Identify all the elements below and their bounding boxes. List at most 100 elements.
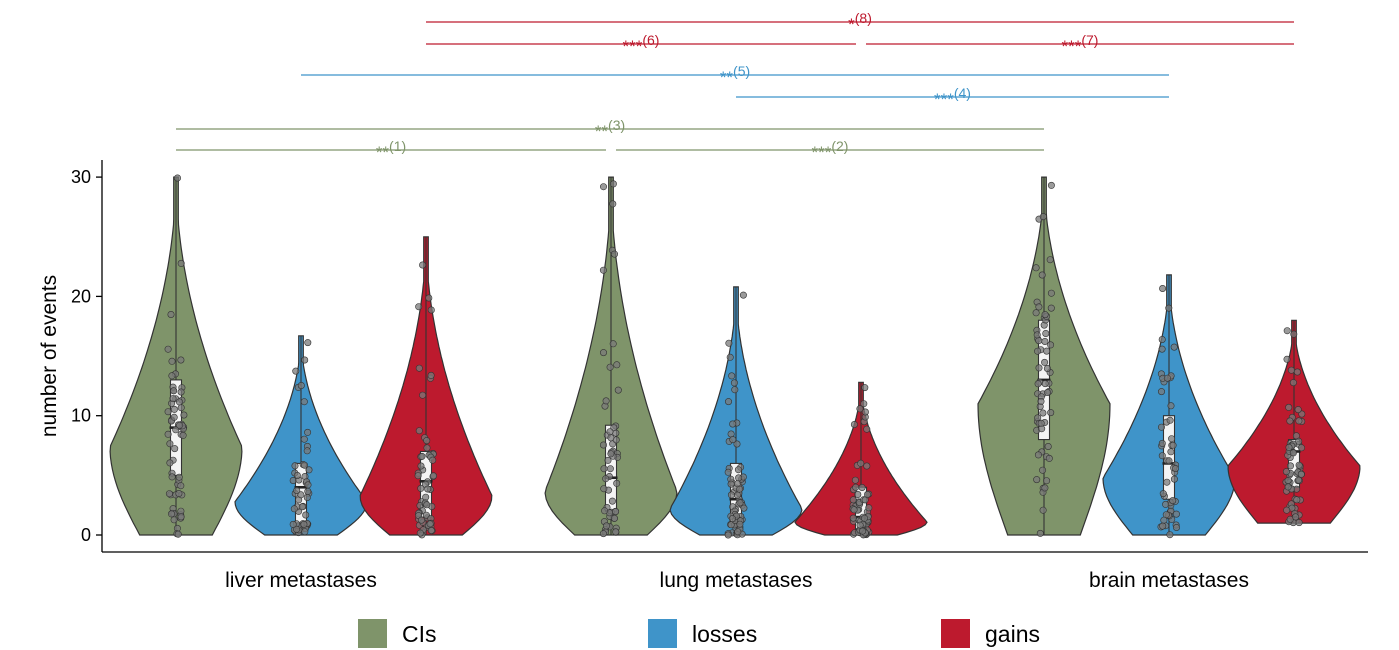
data-point-liver-metastases-losses [291,462,299,470]
data-point-lung-metastases-gains [859,527,867,535]
violin-group-liver-metastases-cis [109,174,243,538]
data-point-liver-metastases-cis [168,372,176,380]
violin-group-liver-metastases-losses [234,335,368,537]
data-point-brain-metastases-losses [1167,448,1175,456]
data-point-brain-metastases-losses [1160,516,1168,524]
data-point-brain-metastases-gains [1293,368,1301,376]
data-point-lung-metastases-cis [600,485,608,493]
data-point-brain-metastases-losses [1165,457,1173,465]
data-point-lung-metastases-cis [610,514,618,522]
data-point-lung-metastases-cis [602,397,610,405]
data-point-lung-metastases-cis [606,465,614,473]
data-point-brain-metastases-gains [1293,496,1301,504]
data-point-liver-metastases-losses [297,381,305,389]
data-point-brain-metastases-gains [1297,470,1305,478]
data-point-brain-metastases-cis [1038,271,1046,279]
data-point-liver-metastases-losses [304,481,312,489]
data-point-brain-metastases-cis [1041,311,1049,319]
data-point-brain-metastases-cis [1044,388,1052,396]
x-category-label-lung-metastases: lung metastases [660,569,813,592]
data-point-lung-metastases-gains [850,506,858,514]
data-point-lung-metastases-cis [601,507,609,515]
violin-group-lung-metastases-gains [794,381,928,539]
data-point-lung-metastases-gains [852,483,860,491]
legend: CIs losses gains [358,619,1040,648]
legend-label-losses: losses [692,621,757,647]
data-point-lung-metastases-losses [733,491,741,499]
data-point-lung-metastases-gains [857,459,865,467]
legend-item-cis: CIs [358,619,437,648]
data-point-liver-metastases-gains [415,303,423,311]
data-point-brain-metastases-cis [1035,337,1043,345]
significance-bracket-3: **(3) [176,117,1044,141]
data-point-liver-metastases-cis [177,404,185,412]
data-point-lung-metastases-losses [729,420,737,428]
data-point-lung-metastases-gains [849,496,857,504]
data-point-brain-metastases-gains [1286,417,1294,425]
legend-swatch-gains [941,619,970,648]
data-point-liver-metastases-cis [175,398,183,406]
data-point-brain-metastases-cis [1043,364,1051,372]
data-point-liver-metastases-gains [426,520,434,528]
data-point-brain-metastases-losses [1158,423,1166,431]
data-point-liver-metastases-losses [297,491,305,499]
legend-item-gains: gains [941,619,1040,648]
data-point-liver-metastases-gains [417,516,425,524]
data-point-brain-metastases-cis [1039,409,1047,417]
y-axis-title: number of events [38,275,61,437]
data-point-brain-metastases-losses [1159,284,1167,292]
data-point-lung-metastases-gains [860,400,868,408]
significance-label-3: **(3) [595,117,625,141]
data-point-brain-metastases-cis [1041,484,1049,492]
y-tick-label-20: 20 [71,286,91,306]
data-point-liver-metastases-losses [300,435,308,443]
data-point-brain-metastases-losses [1165,304,1173,312]
data-point-brain-metastases-cis [1034,380,1042,388]
data-point-liver-metastases-losses [293,486,301,494]
data-point-brain-metastases-cis [1047,304,1055,312]
data-point-lung-metastases-cis [613,361,621,369]
data-point-brain-metastases-losses [1172,464,1180,472]
data-point-lung-metastases-losses [727,491,735,499]
data-point-liver-metastases-cis [170,387,178,395]
data-point-liver-metastases-losses [300,520,308,528]
data-point-brain-metastases-cis [1047,409,1055,417]
data-point-brain-metastases-gains [1283,327,1291,335]
significance-label-4: ***(4) [934,85,971,109]
data-point-lung-metastases-losses [736,499,744,507]
data-point-brain-metastases-gains [1295,476,1303,484]
data-point-brain-metastases-gains [1294,406,1302,414]
data-point-liver-metastases-gains [429,456,437,464]
data-point-brain-metastases-cis [1043,347,1051,355]
significance-bracket-7: ***(7) [866,32,1294,56]
data-point-lung-metastases-gains [863,425,871,433]
data-point-liver-metastases-cis [171,445,179,453]
x-category-label-liver-metastases: liver metastases [225,569,377,592]
legend-item-losses: losses [648,619,757,648]
significance-label-8: *(8) [848,10,872,34]
violin-group-lung-metastases-losses [669,286,803,539]
data-point-lung-metastases-cis [604,456,612,464]
data-point-lung-metastases-gains [856,521,864,529]
data-point-brain-metastases-cis [1034,451,1042,459]
data-point-liver-metastases-cis [176,421,184,429]
data-point-liver-metastases-losses [302,511,310,519]
data-point-brain-metastases-cis [1041,337,1049,345]
data-point-lung-metastases-gains [865,504,873,512]
data-point-lung-metastases-losses [724,398,732,406]
data-point-brain-metastases-gains [1295,437,1303,445]
data-point-liver-metastases-gains [427,371,435,379]
data-point-lung-metastases-losses [734,466,742,474]
data-point-brain-metastases-losses [1168,435,1176,443]
data-point-lung-metastases-losses [734,528,742,536]
significance-label-5: **(5) [720,63,750,87]
data-point-liver-metastases-gains [417,462,425,470]
data-point-liver-metastases-cis [177,356,185,364]
data-point-lung-metastases-losses [727,480,735,488]
data-point-brain-metastases-cis [1035,303,1043,311]
violin-group-lung-metastases-cis [544,176,678,538]
data-point-brain-metastases-gains [1284,476,1292,484]
significance-label-1: **(1) [376,138,406,162]
data-point-brain-metastases-cis [1033,476,1041,484]
data-point-liver-metastases-cis [177,388,185,396]
